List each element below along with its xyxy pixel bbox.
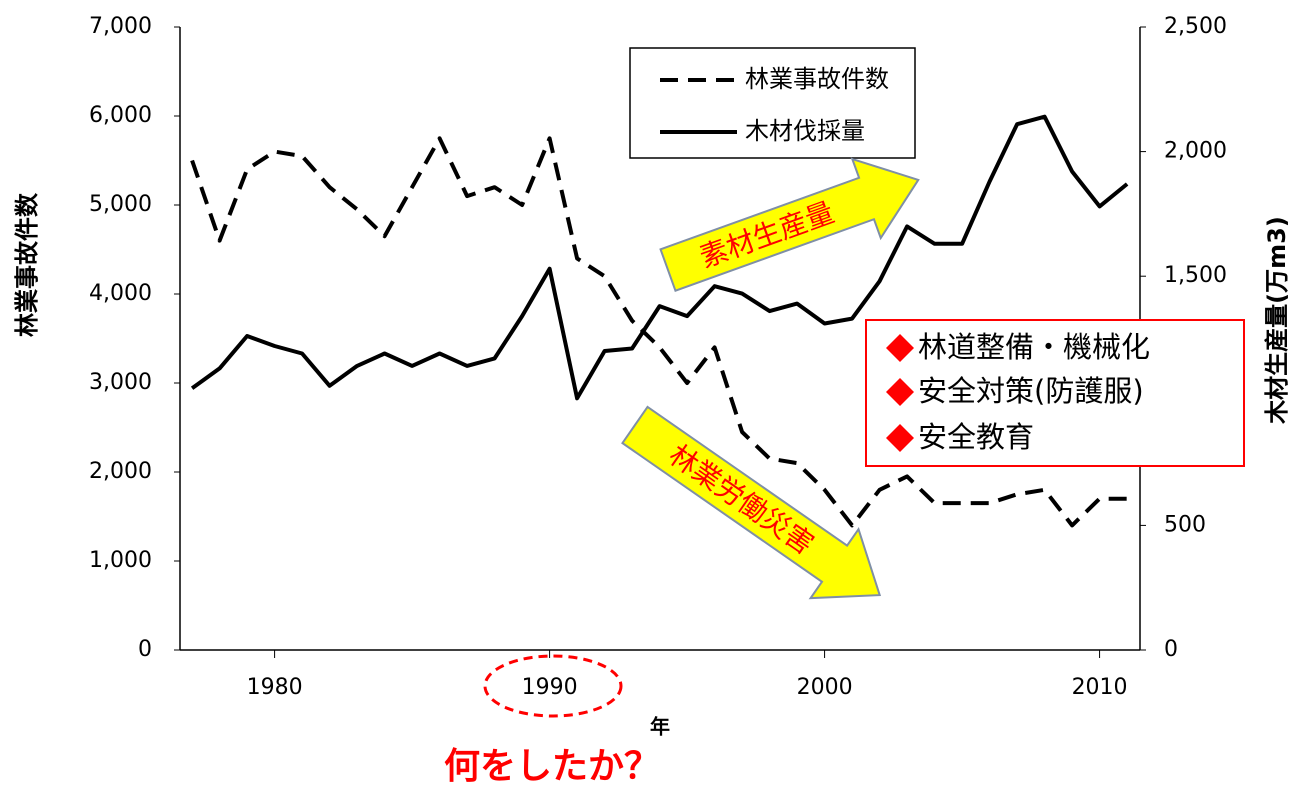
y-tick-label: 6,000 <box>89 103 152 128</box>
y-axis-title: 林業事故件数 <box>13 192 41 337</box>
bullet <box>886 334 914 362</box>
bullet <box>886 424 914 452</box>
y2-tick-label: 500 <box>1164 512 1206 537</box>
arrow-shape <box>659 157 920 292</box>
arrow-down: 林業労働災害 <box>621 405 882 600</box>
legend-box <box>629 47 916 159</box>
y-tick-label: 7,000 <box>89 14 152 39</box>
highlight-ellipse <box>483 654 623 718</box>
note-text: 林道整備・機械化 <box>918 330 1150 364</box>
y2-axis-title: 木材生産量(万m3) <box>1263 216 1291 425</box>
series-line <box>190 114 1129 401</box>
note-text: 安全教育 <box>918 420 1034 454</box>
question: 何をしたか？ <box>444 746 660 785</box>
plot-area: 0 1,000 2,000 3,000 4,000 5,000 6,000 7,000 0 500… <box>89 14 1227 700</box>
y2-tick-label: 1,500 <box>1164 263 1227 288</box>
note-text: 安全対策(防護服) <box>918 374 1144 408</box>
x-tick-label: 2000 <box>797 675 853 700</box>
overlays: 素材生産量 林業労働災害 林道整備・機械化 安全対策(防護服) 安全教育 林業事… <box>621 47 1245 600</box>
y-tick-label: 0 <box>138 637 152 662</box>
x-tick-label: 1990 <box>522 675 578 700</box>
arrow-label: 林業労働災害 <box>663 438 820 561</box>
y-tick-label: 3,000 <box>89 370 152 395</box>
y-tick-label: 1,000 <box>89 548 152 573</box>
legend-label: 木材伐採量 <box>745 117 865 145</box>
y-tick-label: 5,000 <box>89 192 152 217</box>
x-tick-label: 2010 <box>1072 675 1128 700</box>
arrow-shape <box>621 405 882 600</box>
y2-tick-label: 2,500 <box>1164 14 1227 39</box>
series-line <box>190 136 1128 528</box>
x-axis-title: 年 <box>650 715 670 739</box>
arrow-up: 素材生産量 <box>659 157 920 292</box>
y2-tick-label: 2,000 <box>1164 139 1227 164</box>
x-tick-label: 1980 <box>247 675 303 700</box>
y-tick-label: 4,000 <box>89 281 152 306</box>
note-box <box>865 319 1245 467</box>
legend-label: 林業事故件数 <box>745 65 889 93</box>
bullet <box>886 378 914 406</box>
y2-tick-label: 0 <box>1164 637 1178 662</box>
y-tick-label: 2,000 <box>89 459 152 484</box>
